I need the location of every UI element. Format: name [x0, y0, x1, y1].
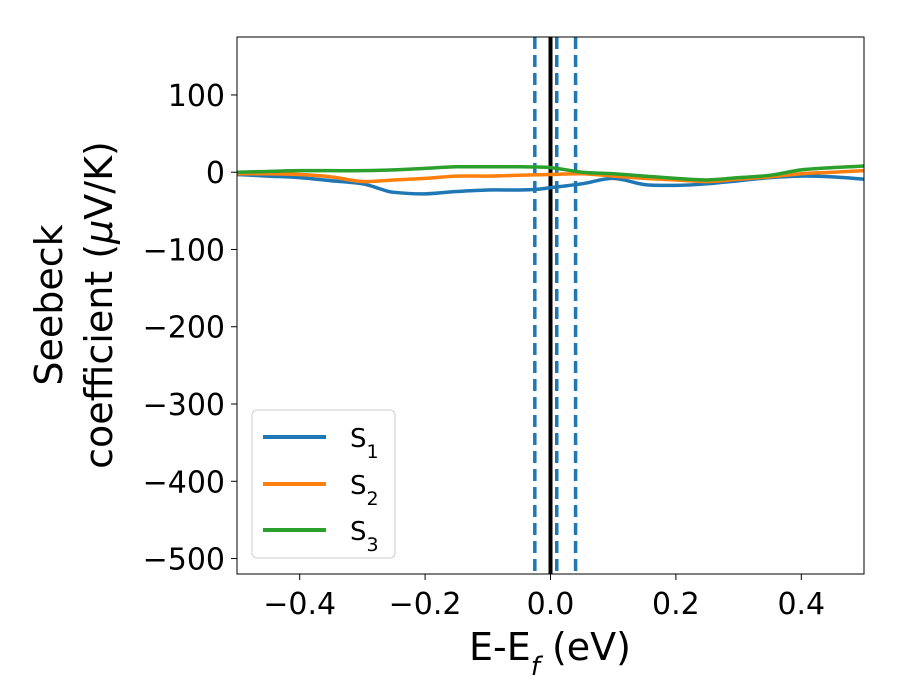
x-tick-label: 0.2	[652, 587, 700, 622]
vertical-reference-lines	[533, 37, 578, 574]
y-axis-title-line2: coefficient (μV/K)	[77, 141, 121, 469]
x-tick-label: 0.4	[777, 587, 825, 622]
x-tick-label: −0.4	[263, 587, 336, 622]
y-axis-title: Seebeck coefficient (μV/K)	[27, 141, 121, 469]
legend: S1 S2 S3	[251, 409, 396, 559]
x-axis-title: E-Ef (eV)	[469, 625, 631, 682]
x-tick-label: −0.2	[389, 587, 462, 622]
series-line-s3	[237, 164, 864, 182]
y-tick-label: 100	[168, 79, 225, 114]
x-axis-ticks: −0.4 −0.2 0.0 0.2 0.4	[263, 574, 825, 622]
y-tick-label: −300	[143, 388, 225, 423]
x-tick-label: 0.0	[527, 587, 575, 622]
y-tick-label: −400	[143, 465, 225, 500]
y-tick-label: −100	[143, 233, 225, 268]
y-tick-label: 0	[206, 156, 225, 191]
legend-label-s2: S2	[350, 471, 379, 510]
legend-label-s1: S1	[350, 424, 379, 463]
legend-label-s3: S3	[350, 517, 379, 556]
series-lines	[237, 164, 864, 196]
y-axis-title-line1: Seebeck	[27, 224, 71, 385]
y-tick-label: −500	[143, 543, 225, 578]
y-axis-ticks: 100 0 −100 −200 −300 −400 −500	[143, 79, 237, 578]
y-tick-label: −200	[143, 311, 225, 346]
